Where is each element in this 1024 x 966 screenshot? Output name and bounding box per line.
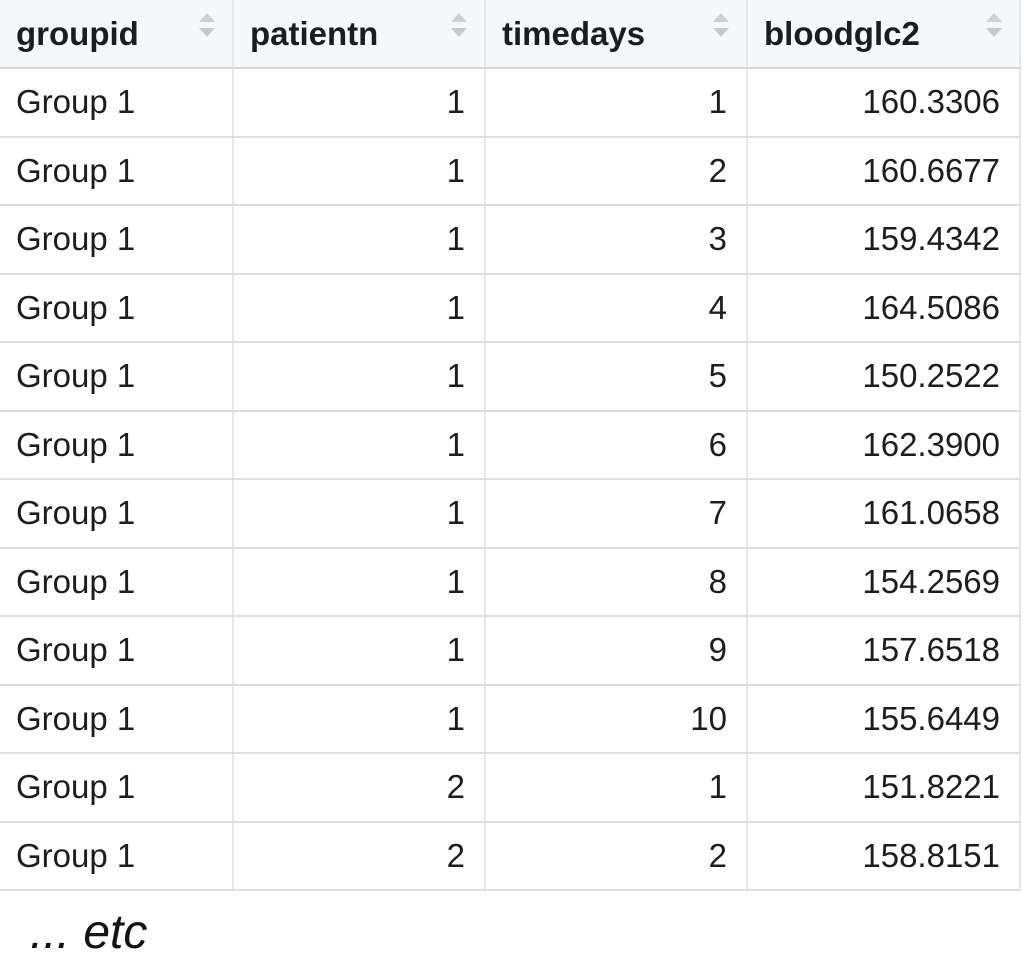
cell-bloodglc2: 160.3306 xyxy=(747,68,1021,138)
table-row: Group 1 2 2 158.8151 xyxy=(0,821,1021,891)
cell-timedays: 3 xyxy=(485,205,748,275)
cell-patientn: 2 xyxy=(233,753,486,823)
cell-patientn: 1 xyxy=(233,479,486,549)
cell-groupid: Group 1 xyxy=(0,821,234,891)
cell-patientn: 1 xyxy=(233,273,486,343)
sort-down-icon xyxy=(986,28,1002,37)
cell-patientn: 2 xyxy=(233,821,486,891)
sort-arrows-icon xyxy=(713,13,729,37)
column-header-groupid[interactable]: groupid xyxy=(0,0,234,69)
cell-timedays: 4 xyxy=(485,273,748,343)
cell-groupid: Group 1 xyxy=(0,616,234,686)
sort-down-icon xyxy=(713,28,729,37)
table-row: Group 1 1 2 160.6677 xyxy=(0,136,1021,206)
cell-patientn: 1 xyxy=(233,68,486,138)
cell-bloodglc2: 158.8151 xyxy=(747,821,1021,891)
cell-patientn: 1 xyxy=(233,616,486,686)
table-row: Group 1 1 9 157.6518 xyxy=(0,616,1021,686)
cell-groupid: Group 1 xyxy=(0,684,234,754)
table-row: Group 1 1 6 162.3900 xyxy=(0,410,1021,480)
cell-timedays: 1 xyxy=(485,68,748,138)
cell-timedays: 8 xyxy=(485,547,748,617)
sort-down-icon xyxy=(199,28,215,37)
table-row: Group 1 1 3 159.4342 xyxy=(0,205,1021,275)
cell-timedays: 1 xyxy=(485,753,748,823)
cell-bloodglc2: 164.5086 xyxy=(747,273,1021,343)
sort-down-icon xyxy=(451,28,467,37)
cell-patientn: 1 xyxy=(233,684,486,754)
column-header-label: patientn xyxy=(250,14,379,52)
cell-timedays: 2 xyxy=(485,136,748,206)
cell-bloodglc2: 159.4342 xyxy=(747,205,1021,275)
table-row: Group 1 1 1 160.3306 xyxy=(0,68,1021,138)
sort-arrows-icon xyxy=(986,13,1002,37)
column-header-timedays[interactable]: timedays xyxy=(485,0,748,69)
sort-arrows-icon xyxy=(199,13,215,37)
data-table: groupid patientn timedays bloodglc2 Group 1… xyxy=(0,0,1021,891)
column-header-label: groupid xyxy=(16,14,139,52)
cell-bloodglc2: 160.6677 xyxy=(747,136,1021,206)
cell-timedays: 10 xyxy=(485,684,748,754)
sort-arrows-icon xyxy=(451,13,467,37)
cell-timedays: 7 xyxy=(485,479,748,549)
header-row: groupid patientn timedays bloodglc2 xyxy=(0,0,1021,69)
cell-groupid: Group 1 xyxy=(0,547,234,617)
sort-up-icon xyxy=(199,13,215,22)
cell-bloodglc2: 151.8221 xyxy=(747,753,1021,823)
cell-groupid: Group 1 xyxy=(0,273,234,343)
etc-note: ... etc xyxy=(30,906,148,959)
cell-bloodglc2: 155.6449 xyxy=(747,684,1021,754)
cell-groupid: Group 1 xyxy=(0,342,234,412)
cell-groupid: Group 1 xyxy=(0,136,234,206)
cell-patientn: 1 xyxy=(233,342,486,412)
table-row: Group 1 1 5 150.2522 xyxy=(0,342,1021,412)
cell-patientn: 1 xyxy=(233,205,486,275)
cell-timedays: 5 xyxy=(485,342,748,412)
sort-up-icon xyxy=(451,13,467,22)
cell-groupid: Group 1 xyxy=(0,205,234,275)
cell-bloodglc2: 157.6518 xyxy=(747,616,1021,686)
cell-timedays: 9 xyxy=(485,616,748,686)
table-row: Group 1 1 10 155.6449 xyxy=(0,684,1021,754)
cell-patientn: 1 xyxy=(233,547,486,617)
cell-groupid: Group 1 xyxy=(0,479,234,549)
table-row: Group 1 2 1 151.8221 xyxy=(0,753,1021,823)
cell-bloodglc2: 154.2569 xyxy=(747,547,1021,617)
sort-up-icon xyxy=(713,13,729,22)
cell-timedays: 6 xyxy=(485,410,748,480)
cell-patientn: 1 xyxy=(233,410,486,480)
column-header-label: timedays xyxy=(502,14,646,52)
column-header-patientn[interactable]: patientn xyxy=(233,0,486,69)
cell-groupid: Group 1 xyxy=(0,68,234,138)
column-header-label: bloodglc2 xyxy=(764,14,920,52)
cell-patientn: 1 xyxy=(233,136,486,206)
table-body: Group 1 1 1 160.3306 Group 1 1 2 160.6677 Group … xyxy=(0,68,1021,891)
table-row: Group 1 1 8 154.2569 xyxy=(0,547,1021,617)
column-header-bloodglc2[interactable]: bloodglc2 xyxy=(747,0,1021,69)
table-header: groupid patientn timedays bloodglc2 xyxy=(0,0,1021,69)
cell-groupid: Group 1 xyxy=(0,410,234,480)
cell-bloodglc2: 150.2522 xyxy=(747,342,1021,412)
table-row: Group 1 1 4 164.5086 xyxy=(0,273,1021,343)
table-row: Group 1 1 7 161.0658 xyxy=(0,479,1021,549)
cell-bloodglc2: 161.0658 xyxy=(747,479,1021,549)
cell-groupid: Group 1 xyxy=(0,753,234,823)
cell-timedays: 2 xyxy=(485,821,748,891)
sort-up-icon xyxy=(986,13,1002,22)
cell-bloodglc2: 162.3900 xyxy=(747,410,1021,480)
